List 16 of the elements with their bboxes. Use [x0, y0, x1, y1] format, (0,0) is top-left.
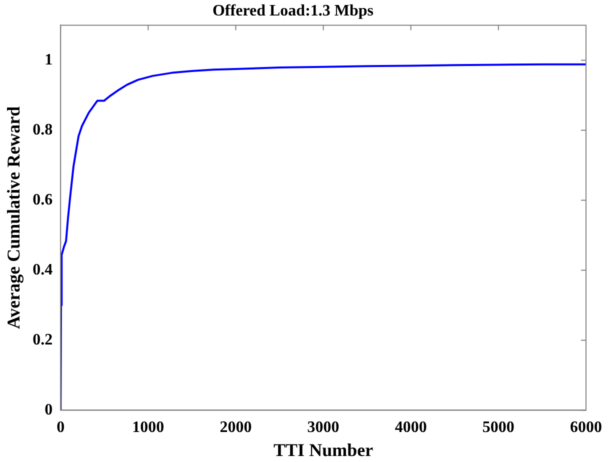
- y-tick-label: 1: [44, 51, 53, 68]
- x-tick-label: 5000: [482, 418, 514, 436]
- x-tick-label: 0: [56, 418, 65, 436]
- x-axis-title: TTI Number: [274, 440, 374, 460]
- x-tick-label: 2000: [220, 418, 252, 436]
- x-tick-label: 3000: [307, 418, 340, 436]
- y-tick-label: 0.4: [32, 261, 53, 278]
- y-tick-label: 0.2: [32, 331, 53, 348]
- x-tick-label: 6000: [570, 418, 602, 436]
- x-tick-label: 4000: [394, 418, 427, 436]
- y-tick-label: 0: [44, 401, 53, 418]
- y-tick-label: 0.8: [32, 121, 53, 138]
- chart-title: Offered Load:1.3 Mbps: [212, 2, 374, 20]
- y-axis-title: Average Cumulative Reward: [3, 106, 24, 330]
- x-tick-label: 1000: [132, 418, 164, 436]
- y-tick-label: 0.6: [32, 191, 53, 208]
